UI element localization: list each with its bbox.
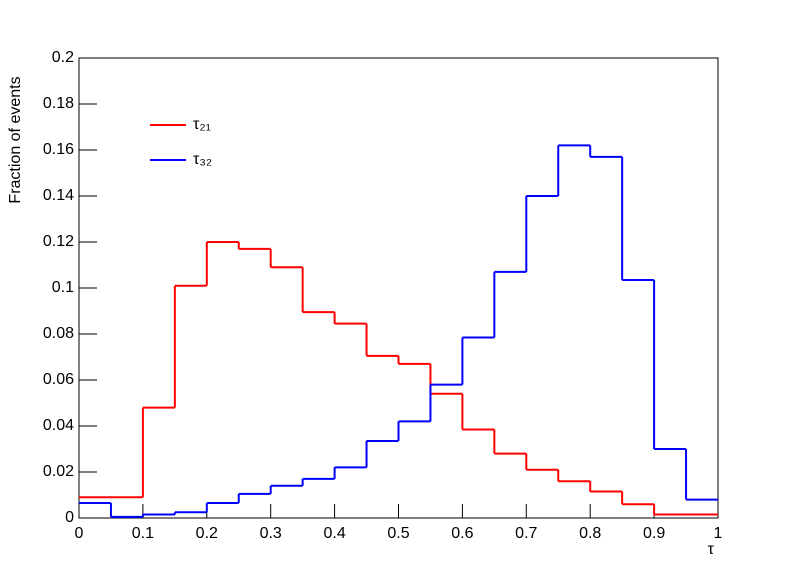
x-tick-label: 0.5 [387,525,409,542]
x-tick-label: 0.1 [132,525,154,542]
y-tick-label: 0 [65,509,74,526]
y-axis-label: Fraction of events [7,76,24,203]
x-axis-label: τ [708,541,715,558]
y-tick-label: 0.02 [43,463,74,480]
y-tick-label: 0.18 [43,95,74,112]
y-tick-label: 0.08 [43,325,74,342]
legend-label: τ₂₁ [193,116,211,133]
x-tick-label: 0.3 [260,525,282,542]
y-tick-label: 0.04 [43,417,74,434]
x-tick-label: 0 [75,525,84,542]
x-tick-label: 0.9 [643,525,665,542]
y-tick-label: 0.16 [43,141,74,158]
y-tick-label: 0.14 [43,187,74,204]
x-tick-label: 0.8 [579,525,601,542]
y-tick-label: 0.2 [52,49,74,66]
x-tick-label: 1 [714,525,723,542]
y-tick-label: 0.06 [43,371,74,388]
y-tick-label: 0.12 [43,233,74,250]
x-tick-label: 0.7 [515,525,537,542]
x-tick-label: 0.6 [451,525,473,542]
x-tick-label: 0.4 [323,525,345,542]
y-tick-label: 0.1 [52,279,74,296]
legend-label: τ₃₂ [193,151,212,168]
x-tick-label: 0.2 [196,525,218,542]
